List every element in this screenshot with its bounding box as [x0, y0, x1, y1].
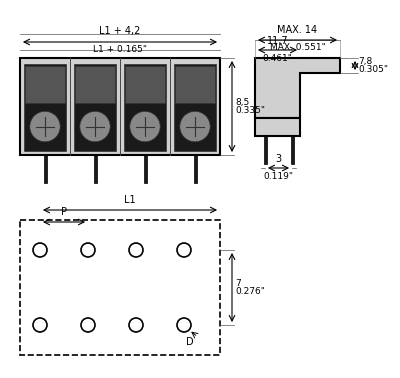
- Circle shape: [177, 243, 191, 257]
- Bar: [175, 66, 215, 103]
- Circle shape: [129, 318, 143, 332]
- Circle shape: [129, 243, 143, 257]
- Text: 0.305": 0.305": [358, 65, 388, 74]
- Text: L1: L1: [124, 195, 136, 205]
- Bar: [24, 64, 66, 151]
- Circle shape: [180, 112, 210, 142]
- Circle shape: [30, 112, 60, 142]
- Bar: [124, 64, 166, 151]
- Circle shape: [81, 318, 95, 332]
- Bar: [264, 136, 266, 164]
- Bar: [194, 155, 196, 183]
- Text: P: P: [61, 207, 67, 217]
- Text: 7,8: 7,8: [358, 57, 372, 66]
- Circle shape: [33, 243, 47, 257]
- Bar: [75, 66, 115, 103]
- Text: L1 + 0.165": L1 + 0.165": [93, 45, 147, 54]
- Text: 0.461": 0.461": [262, 54, 292, 63]
- Bar: [44, 155, 46, 183]
- Bar: [125, 66, 165, 103]
- Bar: [290, 136, 294, 164]
- Polygon shape: [255, 58, 340, 118]
- Text: 3: 3: [276, 154, 282, 164]
- Circle shape: [177, 318, 191, 332]
- Text: 8,5: 8,5: [235, 98, 249, 107]
- Text: L1 + 4,2: L1 + 4,2: [99, 26, 141, 36]
- Text: 7: 7: [235, 279, 241, 288]
- Bar: [144, 155, 146, 183]
- Bar: [94, 155, 96, 183]
- Text: D: D: [186, 337, 194, 347]
- Text: MAX. 14: MAX. 14: [278, 25, 318, 35]
- Bar: [74, 64, 116, 151]
- Text: MAX. 0.551": MAX. 0.551": [270, 43, 325, 52]
- Polygon shape: [255, 118, 300, 136]
- Text: 11,7: 11,7: [267, 36, 288, 46]
- Bar: [174, 64, 216, 151]
- Circle shape: [80, 112, 110, 142]
- Bar: [20, 58, 220, 155]
- Text: 0.335": 0.335": [235, 106, 265, 115]
- Circle shape: [33, 318, 47, 332]
- Circle shape: [81, 243, 95, 257]
- Text: 0.276": 0.276": [235, 287, 265, 296]
- Circle shape: [130, 112, 160, 142]
- Text: 0.119": 0.119": [264, 172, 294, 181]
- Bar: [25, 66, 65, 103]
